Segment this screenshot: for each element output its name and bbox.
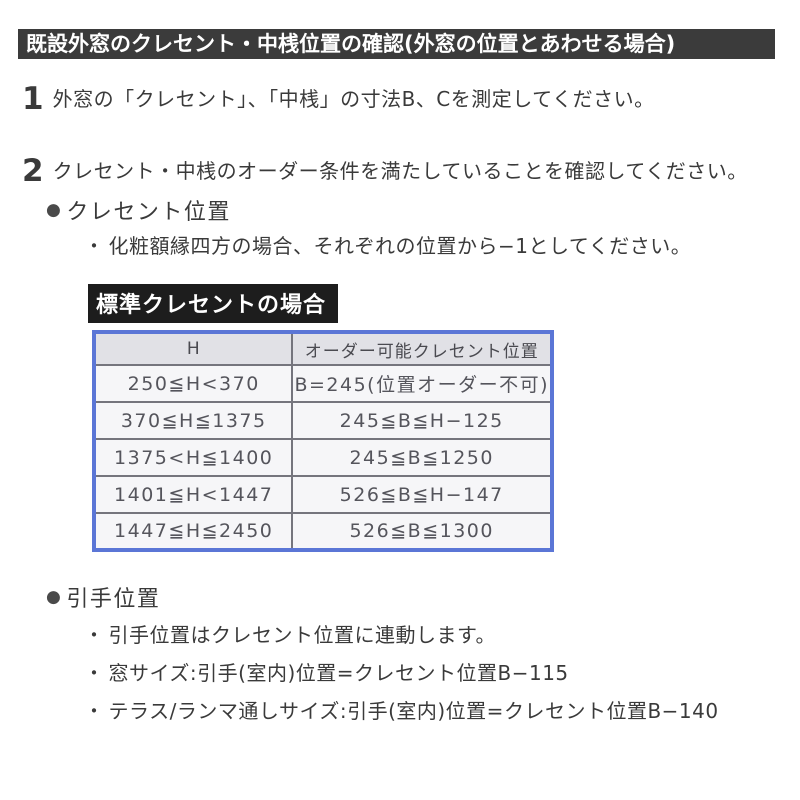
standard-crescent-label: 標準クレセントの場合 [88, 284, 339, 323]
table-cell-h-range: 1447≦H≦2450 [92, 512, 294, 551]
small-bullet-icon: ・ [84, 623, 105, 647]
table-row: 1375<H≦1400 245≦B≦1250 [92, 438, 553, 477]
crescent-position-note-text: 化粧額縁四方の場合、それぞれの位置から−1としてください。 [108, 234, 692, 258]
step-2: 2 クレセント・中桟のオーダー条件を満たしていることを確認してください。 [22, 155, 748, 187]
handle-note-window-size: ・ 窓サイズ:引手(室内)位置=クレセント位置B−115 [84, 657, 569, 686]
step-1: 1 外窓の「クレセント」、「中桟」の寸法B、Cを測定してください。 [22, 83, 655, 115]
handle-note-terrace-size: ・ テラス/ランマ通しサイズ:引手(室内)位置=クレセント位置B−140 [84, 695, 719, 724]
small-bullet-icon: ・ [84, 699, 105, 723]
crescent-position-note: ・ 化粧額縁四方の場合、それぞれの位置から−1としてください。 [84, 230, 691, 259]
crescent-position-heading-label: クレセント位置 [66, 200, 231, 225]
table-row: 250≦H<370 B=245(位置オーダー不可) [92, 364, 553, 403]
crescent-position-table: H オーダー可能クレセント位置 250≦H<370 B=245(位置オーダー不可… [92, 330, 554, 552]
step-2-number: 2 [22, 153, 44, 189]
crescent-position-heading: ● クレセント位置 [46, 194, 231, 226]
handle-position-heading-label: 引手位置 [66, 587, 161, 612]
table-cell-h-range: 250≦H<370 [92, 364, 294, 403]
table-cell-h-range: 1375<H≦1400 [92, 438, 294, 477]
small-bullet-icon: ・ [84, 234, 105, 258]
table-cell-order-range: 526≦B≦1300 [291, 512, 553, 551]
table-header-h: H [92, 331, 294, 366]
handle-note-linked: ・ 引手位置はクレセント位置に連動します。 [84, 619, 496, 648]
handle-note-window-size-text: 窓サイズ:引手(室内)位置=クレセント位置B−115 [108, 661, 569, 685]
bullet-dot-icon: ● [46, 200, 63, 220]
table-header-order-range: オーダー可能クレセント位置 [291, 331, 553, 366]
table-cell-order-range: 245≦B≦H−125 [291, 401, 553, 440]
table-cell-order-range: 245≦B≦1250 [291, 438, 553, 477]
table-row: 1401≦H<1447 526≦B≦H−147 [92, 475, 553, 514]
small-bullet-icon: ・ [84, 661, 105, 685]
table-header-row: H オーダー可能クレセント位置 [92, 331, 553, 366]
step-2-text: クレセント・中桟のオーダー条件を満たしていることを確認してください。 [52, 159, 748, 183]
page-title: 既設外窓のクレセント・中桟位置の確認(外窓の位置とあわせる場合) [18, 29, 775, 59]
table-cell-order-range: 526≦B≦H−147 [291, 475, 553, 514]
table-row: 370≦H≦1375 245≦B≦H−125 [92, 401, 553, 440]
handle-position-heading: ● 引手位置 [46, 581, 160, 613]
table-row: 1447≦H≦2450 526≦B≦1300 [92, 512, 553, 551]
step-1-text: 外窓の「クレセント」、「中桟」の寸法B、Cを測定してください。 [52, 87, 655, 111]
table-cell-order-range: B=245(位置オーダー不可) [291, 364, 553, 403]
step-1-number: 1 [22, 81, 44, 117]
table-cell-h-range: 370≦H≦1375 [92, 401, 294, 440]
handle-note-terrace-size-text: テラス/ランマ通しサイズ:引手(室内)位置=クレセント位置B−140 [108, 699, 719, 723]
handle-note-linked-text: 引手位置はクレセント位置に連動します。 [108, 623, 496, 647]
table-cell-h-range: 1401≦H<1447 [92, 475, 294, 514]
bullet-dot-icon: ● [46, 587, 63, 607]
